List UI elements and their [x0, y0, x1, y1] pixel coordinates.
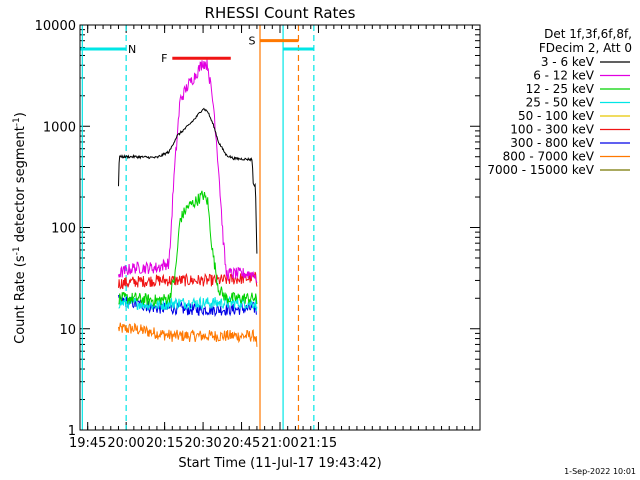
series-line [118, 322, 258, 347]
x-axis-label: Start Time (11-Jul-17 19:43:42) [178, 456, 381, 471]
x-tick-labels: 19:45 20:00 20:15 20:30 20:45 21:00 21:15 [69, 436, 337, 451]
x-tick-label: 20:30 [184, 436, 221, 451]
series-line [118, 271, 258, 290]
x-tick-label: 20:45 [223, 436, 260, 451]
legend-entry-label: 7000 - 15000 keV [487, 163, 594, 177]
flag-bars: N F S [80, 35, 314, 65]
y-tick-label: 10 [59, 323, 76, 338]
series-line [118, 107, 258, 254]
x-tick-label: 19:45 [69, 436, 106, 451]
legend-entry-label: 100 - 300 keV [510, 123, 594, 137]
legend: Det 1f,3f,6f,8f, FDecim 2, Att 0 3 - 6 k… [487, 27, 632, 177]
legend-entry-label: 800 - 7000 keV [503, 150, 595, 164]
legend-entry-label: 300 - 800 keV [510, 136, 594, 150]
y-axis-label-tail: detector segment [13, 126, 28, 246]
series-line [118, 190, 258, 308]
plot-frame [79, 24, 481, 431]
x-tick-label: 20:00 [107, 436, 144, 451]
y-axis-label: Count Rate (s-1 detector segment-1) [12, 112, 28, 344]
legend-entry-label: 6 - 12 keV [533, 69, 595, 83]
legend-entry-label: 3 - 6 keV [541, 55, 595, 69]
x-tick-label: 21:15 [300, 436, 337, 451]
y-tick-label: 1000 [43, 120, 76, 135]
flag-label: N [128, 43, 136, 56]
axis-ticks [80, 24, 480, 431]
y-axis-label-main: Count Rate (s [13, 255, 28, 344]
x-tick-label: 20:15 [146, 436, 183, 451]
timestamp: 1-Sep-2022 10:01 [564, 467, 636, 476]
legend-entry-label: 12 - 25 keV [526, 82, 595, 96]
y-tick-label: 1 [68, 424, 76, 439]
flag-label: S [249, 35, 256, 48]
series-line [118, 59, 258, 284]
legend-entry-label: 50 - 100 keV [518, 109, 595, 123]
series-line [118, 295, 258, 312]
series-layer [118, 59, 258, 347]
legend-header-1: Det 1f,3f,6f,8f, [544, 27, 632, 41]
vertical-markers [81, 25, 315, 430]
y-axis-label-sup2: -1 [12, 117, 22, 126]
flag-label: F [161, 52, 167, 65]
x-tick-label: 21:00 [261, 436, 298, 451]
y-tick-label: 100 [51, 222, 76, 237]
y-tick-label: 10000 [35, 19, 76, 34]
legend-header-2: FDecim 2, Att 0 [539, 41, 632, 55]
y-tick-labels: 1 10 100 1000 10000 [35, 19, 76, 439]
y-axis-label-sup: -1 [12, 246, 22, 255]
legend-entry-label: 25 - 50 keV [526, 96, 595, 110]
y-axis-label-close: ) [13, 112, 28, 117]
chart-title: RHESSI Count Rates [205, 4, 356, 22]
